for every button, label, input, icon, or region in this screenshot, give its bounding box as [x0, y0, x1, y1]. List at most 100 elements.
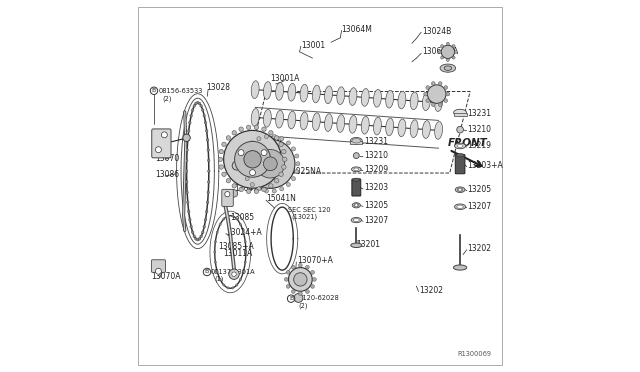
Circle shape [438, 103, 442, 106]
Ellipse shape [350, 137, 362, 144]
Text: 13011A: 13011A [223, 249, 252, 258]
Circle shape [222, 172, 226, 177]
Circle shape [193, 235, 196, 238]
Circle shape [227, 215, 229, 217]
FancyBboxPatch shape [350, 141, 362, 144]
Circle shape [226, 136, 230, 140]
Circle shape [353, 153, 359, 158]
Circle shape [446, 58, 449, 61]
Circle shape [202, 109, 204, 111]
Text: 13070+A: 13070+A [297, 256, 333, 265]
Text: 13012M: 13012M [234, 154, 265, 163]
Circle shape [219, 224, 221, 226]
Ellipse shape [410, 120, 418, 138]
Ellipse shape [410, 92, 418, 110]
Circle shape [241, 162, 245, 166]
Circle shape [189, 121, 191, 124]
Circle shape [294, 273, 307, 286]
Ellipse shape [386, 118, 394, 136]
Circle shape [257, 187, 261, 191]
Ellipse shape [435, 122, 442, 139]
Circle shape [188, 129, 190, 132]
FancyBboxPatch shape [454, 113, 467, 116]
Circle shape [444, 99, 447, 102]
Ellipse shape [454, 109, 467, 116]
Text: 13203: 13203 [364, 183, 388, 192]
Circle shape [294, 294, 303, 302]
Circle shape [207, 159, 210, 162]
Ellipse shape [422, 93, 430, 110]
Ellipse shape [288, 83, 296, 101]
Circle shape [156, 147, 161, 153]
Text: (13021): (13021) [291, 214, 317, 220]
Circle shape [244, 261, 246, 263]
Circle shape [246, 125, 251, 129]
Circle shape [284, 278, 288, 281]
Circle shape [207, 180, 210, 183]
Circle shape [191, 109, 194, 111]
Circle shape [272, 189, 276, 193]
Text: R1300069: R1300069 [457, 350, 491, 356]
Circle shape [218, 157, 223, 161]
Circle shape [239, 278, 242, 280]
Ellipse shape [300, 112, 308, 130]
Circle shape [305, 290, 309, 294]
Circle shape [438, 82, 442, 85]
Ellipse shape [398, 119, 406, 137]
Ellipse shape [264, 109, 271, 127]
Circle shape [246, 189, 251, 193]
Circle shape [452, 45, 455, 48]
Circle shape [186, 170, 188, 173]
Circle shape [446, 92, 450, 96]
Circle shape [232, 131, 236, 135]
Text: 13042N: 13042N [234, 184, 264, 193]
Ellipse shape [361, 89, 369, 106]
Circle shape [279, 142, 284, 147]
Circle shape [446, 42, 449, 45]
Text: 13201: 13201 [356, 240, 380, 249]
Circle shape [310, 285, 314, 288]
Circle shape [232, 184, 236, 188]
Circle shape [186, 180, 188, 183]
Circle shape [291, 265, 295, 269]
Text: 13070: 13070 [155, 154, 179, 163]
Text: 13202: 13202 [419, 286, 444, 295]
Text: B: B [205, 269, 209, 275]
Circle shape [235, 141, 271, 177]
Circle shape [204, 121, 207, 124]
Ellipse shape [374, 117, 381, 135]
Circle shape [206, 139, 209, 141]
Circle shape [205, 210, 208, 213]
Circle shape [279, 172, 284, 177]
Circle shape [431, 82, 435, 85]
Circle shape [457, 126, 463, 133]
Text: B: B [152, 88, 156, 93]
Circle shape [186, 139, 189, 141]
Text: 13070A: 13070A [152, 272, 181, 281]
Circle shape [243, 270, 244, 273]
Circle shape [205, 129, 208, 132]
Circle shape [244, 251, 247, 253]
Text: 13086: 13086 [155, 170, 179, 179]
Circle shape [219, 150, 223, 154]
Text: 13210: 13210 [467, 125, 492, 134]
Ellipse shape [349, 115, 357, 133]
Circle shape [203, 225, 205, 228]
Ellipse shape [351, 167, 361, 172]
Circle shape [244, 151, 261, 168]
Circle shape [310, 270, 314, 274]
Text: 13064M: 13064M [342, 25, 372, 34]
Circle shape [289, 267, 312, 291]
Circle shape [441, 45, 454, 58]
Circle shape [198, 102, 201, 105]
Text: B: B [289, 296, 293, 301]
Text: 13205: 13205 [467, 185, 492, 194]
Text: 13219: 13219 [467, 141, 492, 151]
Circle shape [254, 189, 259, 193]
Ellipse shape [457, 144, 463, 147]
Circle shape [222, 142, 226, 147]
Text: 15041N: 15041N [267, 195, 296, 203]
Text: 13205: 13205 [364, 201, 388, 210]
Circle shape [214, 241, 216, 243]
Ellipse shape [276, 110, 284, 128]
